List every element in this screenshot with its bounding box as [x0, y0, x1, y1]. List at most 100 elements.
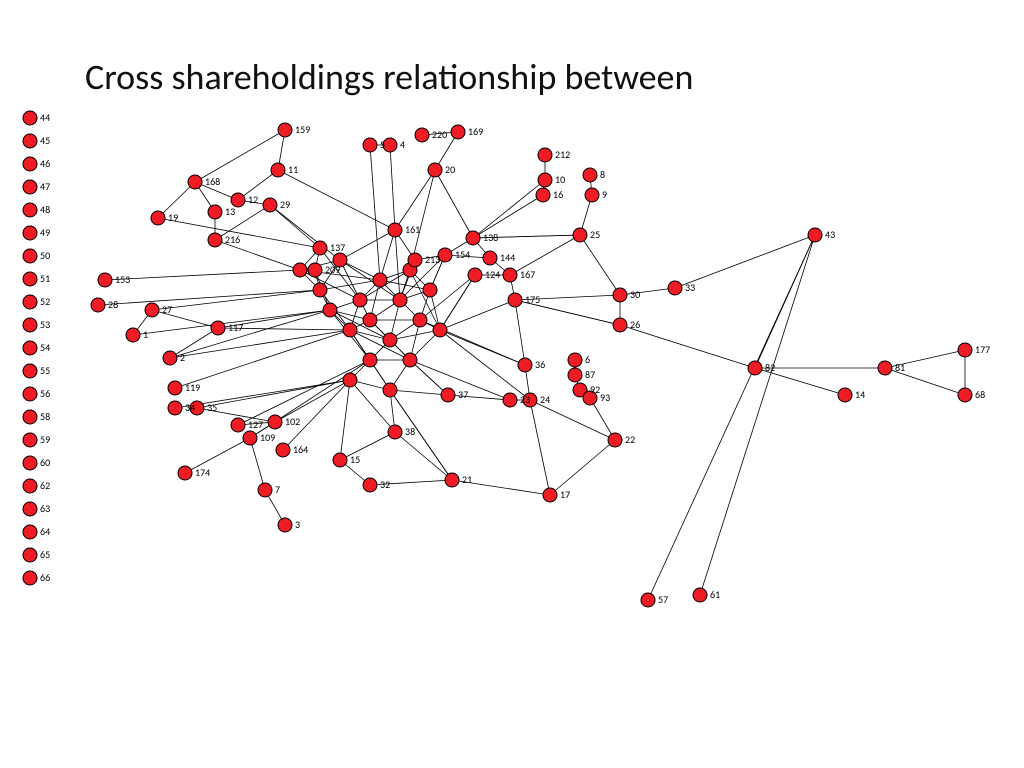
- graph-node-label: 119: [185, 381, 200, 394]
- graph-edge: [440, 330, 530, 400]
- graph-node: [583, 168, 597, 182]
- graph-node-label: 66: [40, 571, 50, 584]
- graph-node: [641, 593, 655, 607]
- graph-node: [151, 211, 165, 225]
- graph-node: [363, 353, 377, 367]
- graph-edge: [395, 170, 435, 230]
- graph-node-label: 21: [462, 473, 472, 486]
- graph-node-label: 154: [455, 248, 470, 261]
- graph-node: [23, 433, 37, 447]
- graph-node-label: 24: [540, 393, 550, 406]
- graph-node-label: 167: [520, 268, 535, 281]
- graph-node: [343, 323, 357, 337]
- graph-node: [585, 188, 599, 202]
- graph-node-label: 169: [468, 125, 483, 138]
- graph-node: [343, 373, 357, 387]
- graph-node: [23, 387, 37, 401]
- graph-node-label: 8: [600, 168, 605, 181]
- graph-edge: [170, 310, 330, 358]
- graph-node-label: 220: [432, 128, 447, 141]
- graph-node: [23, 479, 37, 493]
- graph-node: [373, 273, 387, 287]
- graph-node: [313, 241, 327, 255]
- graph-node-label: 26: [630, 318, 640, 331]
- graph-node-label: 46: [40, 157, 50, 170]
- graph-node-label: 11: [288, 163, 298, 176]
- graph-node-label: 3: [295, 518, 300, 531]
- graph-node: [23, 226, 37, 240]
- graph-node-label: 177: [975, 343, 990, 356]
- graph-node-label: 117: [228, 321, 243, 334]
- graph-edge: [350, 330, 410, 360]
- graph-node: [23, 571, 37, 585]
- graph-node-label: 87: [585, 368, 595, 381]
- graph-node: [23, 203, 37, 217]
- graph-node: [613, 288, 627, 302]
- graph-edge: [270, 205, 320, 248]
- graph-node: [23, 525, 37, 539]
- graph-edge: [380, 230, 395, 280]
- graph-edge: [473, 180, 545, 238]
- graph-node-label: 34: [185, 401, 195, 414]
- graph-edge: [215, 205, 270, 240]
- graph-node: [23, 272, 37, 286]
- graph-node: [466, 231, 480, 245]
- graph-node: [693, 588, 707, 602]
- graph-node: [91, 298, 105, 312]
- graph-node: [441, 388, 455, 402]
- graph-node-label: 1: [143, 328, 148, 341]
- graph-node: [293, 263, 307, 277]
- graph-node-label: 30: [630, 288, 640, 301]
- graph-node: [278, 518, 292, 532]
- graph-node: [23, 548, 37, 562]
- graph-node-label: 93: [600, 391, 610, 404]
- graph-node-label: 60: [40, 456, 50, 469]
- graph-node: [536, 188, 550, 202]
- graph-node-label: 22: [625, 433, 635, 446]
- graph-node-label: 52: [40, 295, 50, 308]
- graph-node-label: 2: [180, 351, 185, 364]
- graph-node-label: 10: [555, 173, 565, 186]
- graph-node-label: 20: [445, 163, 455, 176]
- graph-edge: [238, 360, 370, 425]
- graph-node-label: 56: [40, 387, 50, 400]
- graph-node-label: 55: [40, 364, 50, 377]
- graph-node-label: 213: [425, 253, 440, 266]
- graph-edge: [440, 275, 475, 330]
- graph-node: [271, 163, 285, 177]
- graph-node-label: 81: [895, 361, 905, 374]
- graph-node: [23, 318, 37, 332]
- graph-edge: [330, 310, 390, 340]
- graph-node-label: 63: [40, 502, 50, 515]
- graph-node: [363, 138, 377, 152]
- graph-node: [383, 138, 397, 152]
- graph-edge: [98, 290, 320, 305]
- network-graph: 4445464748495051525354555658596062636465…: [0, 0, 1024, 768]
- graph-node-label: 27: [162, 303, 172, 316]
- graph-node: [188, 175, 202, 189]
- graph-node: [958, 343, 972, 357]
- graph-edge: [390, 145, 395, 230]
- graph-node-label: 174: [195, 466, 210, 479]
- graph-edge: [435, 170, 473, 238]
- graph-node: [668, 281, 682, 295]
- graph-node: [538, 173, 552, 187]
- graph-node: [268, 415, 282, 429]
- graph-node-label: 144: [500, 251, 515, 264]
- graph-node: [23, 249, 37, 263]
- graph-node: [748, 361, 762, 375]
- graph-node-label: 23: [520, 393, 530, 406]
- graph-node: [126, 328, 140, 342]
- graph-node: [23, 180, 37, 194]
- graph-node: [278, 123, 292, 137]
- graph-node: [211, 321, 225, 335]
- graph-node: [878, 361, 892, 375]
- graph-node-label: 9: [602, 188, 607, 201]
- graph-node: [415, 128, 429, 142]
- graph-node-label: 50: [40, 249, 50, 262]
- graph-node: [23, 456, 37, 470]
- graph-edge: [550, 440, 615, 495]
- graph-node: [608, 433, 622, 447]
- graph-edge: [380, 280, 430, 290]
- graph-node-label: 29: [280, 198, 290, 211]
